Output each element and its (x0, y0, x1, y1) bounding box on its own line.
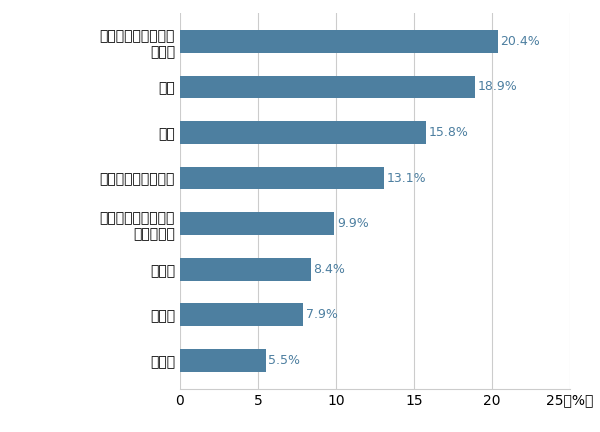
Bar (180, 349, 266, 372)
Text: 13.1%: 13.1% (387, 172, 427, 184)
Text: 8.4%: 8.4% (313, 263, 345, 276)
Bar (180, 167, 385, 190)
Bar (180, 258, 311, 281)
Text: 20.4%: 20.4% (500, 35, 541, 48)
Bar (180, 30, 498, 53)
Text: 5.5%: 5.5% (268, 354, 300, 367)
Bar (180, 76, 475, 98)
Text: 15.8%: 15.8% (429, 126, 469, 139)
Text: 18.9%: 18.9% (477, 80, 517, 93)
Bar (180, 303, 303, 326)
Bar (180, 212, 334, 235)
Text: 9.9%: 9.9% (337, 217, 368, 230)
Text: 7.9%: 7.9% (305, 308, 337, 321)
Bar (180, 121, 427, 144)
